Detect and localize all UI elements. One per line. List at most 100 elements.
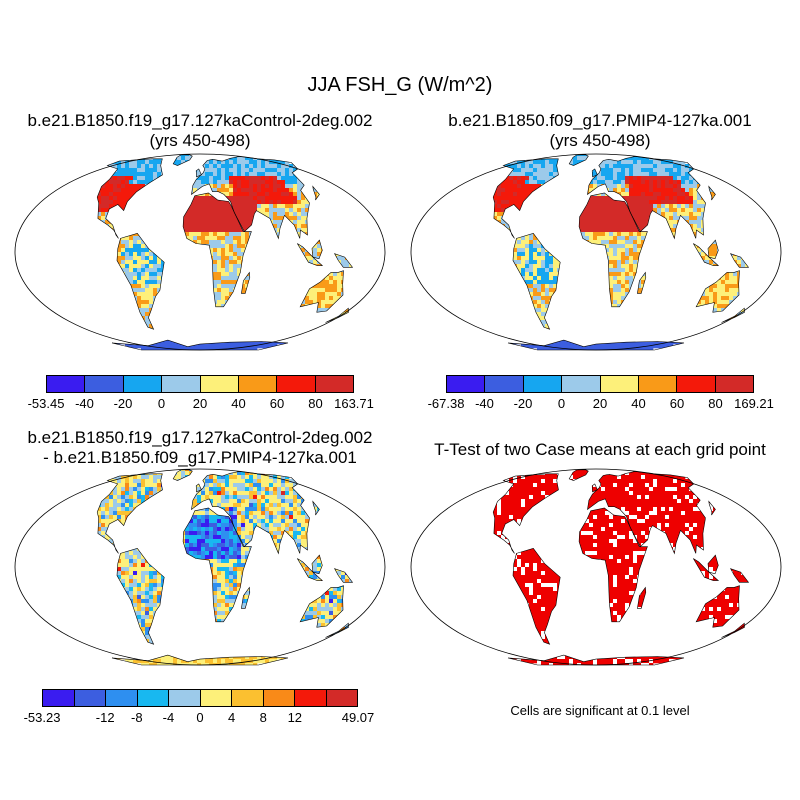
colorbar-tick-label: 169.21 [734, 396, 774, 411]
coastline-britain [591, 168, 598, 178]
panel-2-map [410, 153, 782, 351]
coastline-newGuinea [729, 568, 750, 583]
coastline-australia [695, 270, 740, 313]
panel-1-title: b.e21.B1850.f19_g17.127kaControl-2deg.00… [0, 111, 400, 151]
coastline-greenland [172, 154, 193, 166]
colorbar-segment [85, 376, 124, 392]
colorbar-segment [238, 376, 278, 392]
colorbar-tick-label: 40 [631, 396, 646, 411]
colorbar-segment [200, 376, 239, 392]
panel-3-title-line1: b.e21.B1850.f19_g17.127kaControl-2deg.00… [27, 428, 373, 447]
coastline-madagascar [637, 586, 647, 609]
coastline-japan [312, 500, 320, 516]
coastline-indonesia [693, 243, 720, 266]
colorbar-segment [232, 690, 264, 706]
coastline-australia [299, 270, 344, 313]
colorbar-tick-label: 80 [708, 396, 723, 411]
coastline-borneo [707, 554, 719, 575]
colorbar-tick-label: -4 [162, 710, 175, 725]
coastline-antarctica [507, 654, 685, 666]
significance-note: Cells are significant at 0.1 level [510, 703, 690, 718]
coastline-northAmerica [96, 158, 163, 239]
coastline-antarctica [111, 654, 289, 666]
colorbar-segment [715, 376, 753, 392]
coastline-northAmerica [492, 473, 559, 554]
coastline-africa [578, 192, 648, 308]
coastline-britain [195, 168, 202, 178]
colorbar-segment [137, 690, 169, 706]
colorbar-tick-label: 4 [227, 710, 236, 725]
coastline-madagascar [637, 271, 647, 294]
coastline-northAmerica [492, 158, 559, 239]
colorbar-tick-label: -20 [513, 396, 533, 411]
figure-title: JJA FSH_G (W/m^2) [307, 74, 493, 96]
colorbar-segment [74, 690, 106, 706]
coastline-indonesia [297, 558, 324, 581]
coastline-africa [578, 507, 648, 623]
colorbar-segment [326, 690, 357, 706]
colorbar-tick-label: 12 [287, 710, 303, 725]
coastline-africa [182, 507, 252, 623]
colorbar-segment [485, 376, 524, 392]
coastline-borneo [311, 239, 323, 260]
panel-3-title: b.e21.B1850.f19_g17.127kaControl-2deg.00… [0, 428, 400, 468]
colorbar-tick-label: 20 [192, 396, 208, 411]
colorbar-tick-label: -12 [95, 710, 115, 725]
colorbar-tick-label: 8 [259, 710, 267, 725]
colorbar-tick-label: -40 [475, 396, 494, 411]
coastline-greenland [172, 469, 193, 481]
colorbar-segment [638, 376, 678, 392]
panel-1-colorbar [46, 375, 354, 393]
map-border [410, 153, 782, 351]
coastline-australia [299, 585, 344, 628]
colorbar-segment [562, 376, 601, 392]
panel-2-title-line2: (yrs 450-498) [549, 131, 651, 150]
coastline-newZealand [721, 307, 745, 323]
panel-2-title-line1: b.e21.B1850.f09_g17.PMIP4-127ka.001 [448, 111, 752, 130]
panel-1-title-line2: (yrs 450-498) [149, 131, 251, 150]
panel-2-colorbar [446, 375, 754, 393]
colorbar-tick-label: 40 [231, 396, 246, 411]
colorbar-tick-label: -40 [75, 396, 94, 411]
colorbar-segment [600, 376, 639, 392]
coastline-newGuinea [333, 568, 354, 583]
map-border [14, 468, 386, 666]
panel-3-colorbar-labels: -53.23 -12 -8 -4 0 4 8 12 49.07 [24, 710, 375, 726]
colorbar-tick-label: -67.38 [427, 396, 465, 411]
panel-4-title: T-Test of two Case means at each grid po… [400, 440, 800, 460]
panel-1-map [14, 153, 386, 351]
coastline-newGuinea [333, 253, 354, 268]
colorbar-segment [43, 690, 75, 706]
colorbar-tick-label: 80 [308, 396, 323, 411]
coastline-eurasia [587, 156, 706, 240]
panel-2-title: b.e21.B1850.f09_g17.PMIP4-127ka.001 (yrs… [400, 111, 800, 151]
colorbar-segment [162, 376, 201, 392]
panel-1-title-line1: b.e21.B1850.f19_g17.127kaControl-2deg.00… [27, 111, 373, 130]
colorbar-tick-label: -53.45 [27, 396, 65, 411]
colorbar-segment [677, 376, 716, 392]
colorbar-tick-label: 0 [157, 396, 166, 411]
colorbar-segment [169, 690, 201, 706]
panel-4-map [410, 468, 782, 666]
coastline-greenland [568, 154, 589, 166]
coastline-southAmerica [116, 547, 165, 645]
colorbar-tick-label: 0 [196, 710, 204, 725]
coastline-madagascar [241, 271, 251, 294]
colorbar-tick-label: -53.23 [23, 710, 61, 725]
coastline-indonesia [693, 558, 720, 581]
coastline-madagascar [241, 586, 251, 609]
panel-3-map [14, 468, 386, 666]
colorbar-tick-label: 163.71 [334, 396, 374, 411]
coastline-antarctica [507, 339, 685, 351]
colorbar-tick-label: 49.07 [341, 710, 375, 725]
colorbar-segment [123, 376, 163, 392]
coastline-eurasia [191, 471, 310, 555]
coastline-borneo [311, 554, 323, 575]
coastline-newZealand [721, 622, 745, 638]
colorbar-tick-label: -20 [113, 396, 133, 411]
panel-2-colorbar-labels: -67.38 -40 -20 0 20 40 60 80 169.21 [428, 396, 774, 412]
coastline-newZealand [325, 307, 349, 323]
colorbar-segment [200, 690, 232, 706]
coastline-greenland [568, 469, 589, 481]
colorbar-segment [447, 376, 486, 392]
